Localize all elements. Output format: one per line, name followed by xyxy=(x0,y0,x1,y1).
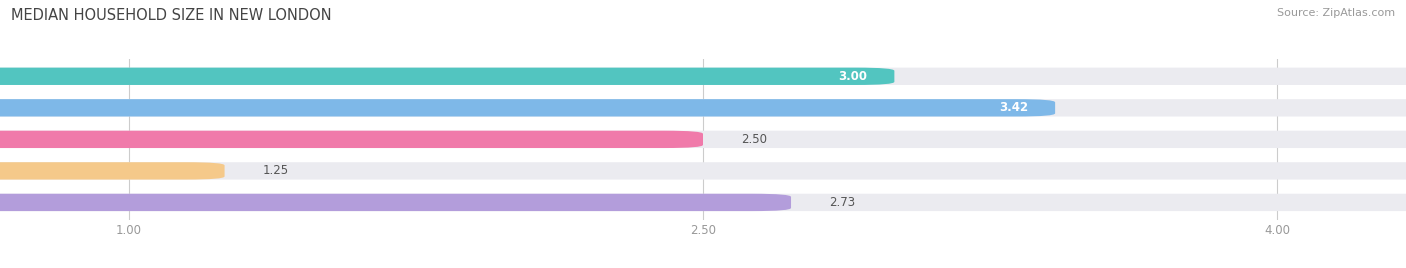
Text: 3.42: 3.42 xyxy=(1000,101,1028,114)
FancyBboxPatch shape xyxy=(0,68,894,85)
FancyBboxPatch shape xyxy=(0,131,703,148)
Text: 2.73: 2.73 xyxy=(830,196,855,209)
FancyBboxPatch shape xyxy=(0,99,1054,117)
FancyBboxPatch shape xyxy=(0,68,1406,85)
FancyBboxPatch shape xyxy=(0,162,225,180)
Text: Source: ZipAtlas.com: Source: ZipAtlas.com xyxy=(1277,8,1395,18)
FancyBboxPatch shape xyxy=(0,131,1406,148)
Text: 2.50: 2.50 xyxy=(741,133,768,146)
Text: 3.00: 3.00 xyxy=(838,70,868,83)
FancyBboxPatch shape xyxy=(0,194,792,211)
Text: 1.25: 1.25 xyxy=(263,164,290,177)
FancyBboxPatch shape xyxy=(0,162,1406,180)
Text: MEDIAN HOUSEHOLD SIZE IN NEW LONDON: MEDIAN HOUSEHOLD SIZE IN NEW LONDON xyxy=(11,8,332,23)
FancyBboxPatch shape xyxy=(0,99,1406,117)
FancyBboxPatch shape xyxy=(0,194,1406,211)
